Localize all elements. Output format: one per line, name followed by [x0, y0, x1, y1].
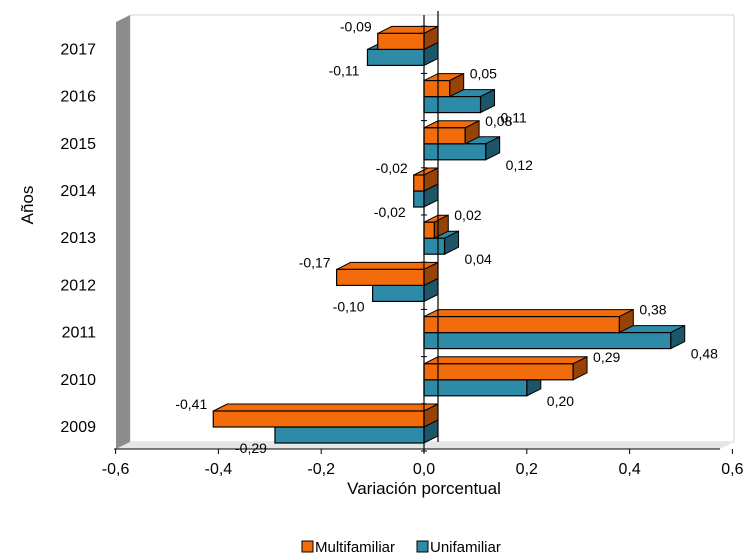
- legend-label: Unifamiliar: [430, 539, 501, 556]
- y-tick-label: 2009: [60, 419, 96, 436]
- y-tick-label: 2011: [62, 325, 97, 342]
- x-tick-label: 0,2: [516, 461, 538, 478]
- bar-multifamiliar-2009: [212, 403, 439, 428]
- bars: [212, 25, 686, 444]
- bar-front-face: [423, 127, 466, 145]
- bar-front-face: [336, 268, 425, 286]
- x-tick-label: 0,6: [721, 461, 743, 478]
- y-tick-label: 2014: [60, 183, 96, 200]
- bar-multifamiliar-2012: [336, 261, 439, 287]
- data-label: -0,29: [235, 440, 267, 456]
- bar-front-face: [413, 190, 425, 208]
- y-tick-label: 2016: [60, 89, 96, 106]
- data-label: -0,02: [374, 204, 406, 220]
- axes: -0,6 -0,4 -0,2 0,0 0,2 0,4 0,6 2009 2010 2011 2012…: [60, 11, 744, 478]
- y-tick-label: 2017: [60, 41, 96, 58]
- bar-front-face: [423, 95, 482, 114]
- y-axis-label: Años: [18, 186, 37, 225]
- data-labels: -0,11 -0,09 0,11 0,05 0,12 0,08 -0,02 -0,02 0,04…: [175, 18, 718, 456]
- data-label: 0,08: [485, 113, 512, 129]
- y-tick-label: 2012: [60, 277, 96, 294]
- bar-front-face: [377, 32, 425, 51]
- data-label: 0,29: [593, 349, 620, 365]
- data-label: -0,11: [329, 62, 360, 78]
- legend-swatch: [416, 540, 429, 553]
- bar-multifamiliar-2017: [377, 25, 439, 51]
- bar-front-face: [423, 79, 451, 98]
- bar-front-face: [423, 379, 528, 397]
- data-label: -0,10: [333, 298, 365, 314]
- bar-front-face: [423, 316, 620, 334]
- data-label: 0,48: [691, 346, 718, 362]
- bar-front-face: [366, 48, 425, 67]
- y-tick-label: 2015: [60, 136, 96, 153]
- legend: Multifamiliar Unifamiliar: [301, 539, 501, 556]
- data-label: 0,20: [547, 393, 574, 409]
- data-label: 0,12: [506, 157, 533, 173]
- floor: [116, 442, 734, 449]
- bar-front-face: [423, 221, 435, 239]
- legend-swatch: [301, 540, 314, 553]
- left-wall: [116, 15, 130, 449]
- bar-top-face: [423, 356, 588, 365]
- x-tick-label: 0,4: [618, 461, 640, 478]
- bar-front-face: [413, 174, 425, 192]
- data-label: 0,38: [639, 302, 666, 318]
- bar-front-face: [423, 237, 446, 255]
- x-tick-label: -0,6: [102, 461, 130, 478]
- data-label: 0,11: [501, 110, 527, 126]
- bar-top-face: [213, 403, 439, 412]
- x-tick-label: -0,2: [307, 461, 335, 478]
- bar-front-face: [423, 332, 672, 350]
- x-tick-label: 0,0: [413, 461, 435, 478]
- bar-front-face: [212, 410, 425, 428]
- data-label: -0,17: [299, 254, 331, 270]
- bar-multifamiliar-2011: [423, 308, 634, 334]
- bar-top-face: [423, 309, 634, 318]
- bar-front-face: [274, 426, 425, 444]
- data-label: 0,02: [454, 207, 481, 223]
- bar-front-face: [423, 363, 574, 381]
- bar-multifamiliar-2016: [423, 72, 465, 98]
- data-label: 0,04: [465, 251, 492, 267]
- bar-top-face: [336, 261, 439, 270]
- data-label: -0,02: [376, 160, 408, 176]
- bar-multifamiliar-2015: [423, 119, 480, 145]
- bar-front-face: [372, 284, 425, 302]
- legend-label: Multifamiliar: [315, 539, 395, 556]
- data-label: -0,41: [175, 396, 207, 412]
- x-tick-label: -0,4: [205, 461, 233, 478]
- y-tick-label: 2010: [60, 372, 96, 389]
- data-label: -0,09: [340, 18, 372, 34]
- x-axis-label: Variación porcentual: [347, 479, 501, 498]
- bar-front-face: [423, 143, 487, 161]
- bar-multifamiliar-2010: [423, 355, 588, 381]
- y-tick-label: 2013: [60, 230, 96, 247]
- data-label: 0,05: [470, 66, 497, 82]
